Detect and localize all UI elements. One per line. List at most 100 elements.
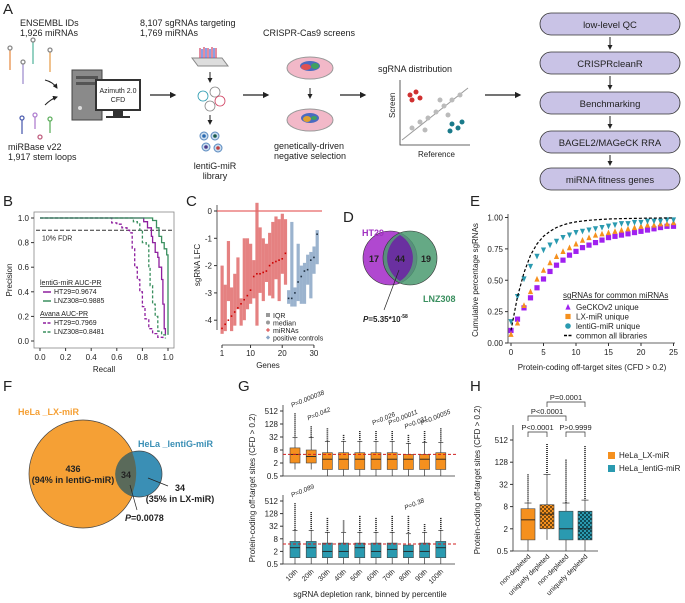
mirbase-count: 1,917 stem loops — [8, 152, 77, 162]
x-tick-label: 80th — [398, 568, 413, 583]
precision-recall-chart: 0.0 0.2 0.4 0.6 0.8 1.0 0.0 0.2 0.4 0.6 0.8 1.0 Reca… — [5, 211, 175, 374]
y-tick-label: 0.0 — [18, 337, 30, 346]
median-point — [252, 275, 255, 278]
y-tick-label: 0.2 — [18, 312, 30, 321]
y-tick-label: 0.25 — [487, 308, 503, 317]
y-axis-label: Cumulative percentage sgRNAs — [471, 223, 480, 337]
iqr-bar — [268, 232, 272, 296]
data-point-triangle-down — [592, 226, 599, 232]
pr-curve-2 — [40, 217, 164, 339]
box-0-4 — [354, 431, 366, 476]
data-point-square — [540, 276, 547, 282]
y-tick-label: 128 — [265, 510, 279, 519]
median-point — [243, 298, 245, 301]
venn-ht29-lnz308: HT29 LNZ308 17 44 19 P=5.35*10-58 — [362, 228, 456, 324]
box-iqr — [289, 447, 301, 464]
p-value-symbol: P — [363, 315, 369, 324]
data-point-triangle-down — [651, 218, 657, 225]
box-iqr — [370, 542, 382, 558]
data-point-triangle-up — [508, 331, 514, 337]
x-tick-label: 70th — [382, 568, 397, 583]
panel-label-h: H — [470, 378, 481, 395]
iqr-bar — [236, 257, 240, 310]
legend-title: sgRNAs for common miRNAs — [563, 291, 668, 300]
sgrna-distribution-scatter-icon: Screen Reference — [388, 80, 470, 159]
data-point-triangle-down — [664, 217, 670, 224]
data-point-triangle-down — [586, 227, 592, 234]
median-point — [316, 233, 318, 236]
data-point-triangle-up — [560, 248, 566, 254]
set-label-lx-mir: HeLa _LX-miR — [18, 407, 80, 417]
box-0-8 — [419, 431, 430, 476]
x-tick-label: 10 — [246, 349, 255, 358]
y-tick-label: 2 — [504, 525, 509, 534]
pr-curve-3 — [40, 217, 167, 339]
iqr-bar — [249, 243, 253, 304]
panel-f: F HeLa _LX-miR HeLa _lentiG-miR 436(94% in… — [3, 378, 214, 529]
data-point-triangle-down — [566, 232, 573, 239]
data-point-triangle-down — [534, 253, 540, 260]
x-tick-label: 60th — [366, 568, 381, 583]
box-1-4 — [354, 515, 366, 564]
set-label-lnz308: LNZ308 — [423, 294, 456, 304]
iqr-bar — [293, 287, 297, 307]
panel-b: B 0.0 0.2 0.4 0.6 0.8 1.0 0.0 0.2 0.4 0.6 0.8 1.0 Re… — [3, 193, 175, 374]
data-point-square — [599, 237, 605, 243]
venn-hela-libraries: HeLa _LX-miR HeLa _lentiG-miR 436(94% in l… — [18, 407, 214, 529]
library-label: lentiG-miR — [194, 161, 237, 171]
data-point-triangle-up — [605, 229, 612, 236]
y-tick-label: 32 — [499, 480, 508, 489]
box-iqr — [435, 541, 447, 558]
set-label-ht29: HT29 — [362, 228, 384, 238]
legend-title: Avana AUC-PR — [40, 311, 88, 318]
data-point-square — [618, 232, 625, 238]
box-0-3 — [338, 434, 349, 476]
iqr-bar — [245, 238, 250, 310]
box-iqr — [558, 510, 574, 541]
iqr-bar — [287, 290, 291, 304]
significance-bracket — [546, 401, 586, 407]
x-tick-label: 0.4 — [86, 353, 98, 362]
x-axis-label: sgRNA depletion rank, binned by percenti… — [293, 590, 447, 599]
panel-a: A ENSEMBL IDs 1,926 miRNAs miRBase v22 1… — [3, 1, 681, 191]
pr-curve-1 — [40, 217, 169, 335]
data-point-triangle-up — [540, 267, 547, 273]
legend-entry: positive controls — [273, 336, 324, 343]
median-point — [246, 294, 249, 297]
median-point — [230, 315, 233, 317]
p-value-label: P=0.089 — [290, 483, 316, 499]
venn-overlap-left — [387, 235, 400, 281]
data-point-square — [560, 257, 566, 263]
library-label-2: library — [203, 171, 228, 181]
x-tick-label: 40th — [333, 568, 348, 583]
plasmid-icon — [197, 86, 226, 112]
common-all-libraries-curve — [510, 217, 674, 331]
legend-entry: common all libraries — [576, 332, 647, 341]
box-iqr — [520, 508, 536, 541]
data-point-triangle-down — [579, 228, 586, 235]
box-1-0 — [289, 503, 301, 564]
count-lentig-only: 34 — [175, 483, 185, 493]
box-iqr — [386, 542, 398, 558]
x-tick-label: 20 — [278, 349, 287, 358]
y-axis-label: Protein-coding off-target sites (CFD > 0… — [248, 413, 257, 562]
data-point-triangle-up — [521, 302, 527, 308]
pointer-line — [383, 269, 400, 311]
pipeline-step-label: CRISPRcleanR — [577, 59, 643, 70]
y-tick-label: 32 — [269, 433, 278, 442]
data-point-triangle-down — [560, 234, 566, 241]
x-tick-label: 30 — [309, 349, 318, 358]
pipeline-step-box — [539, 91, 681, 115]
hairpin-rna-icons — [7, 37, 53, 140]
median-point — [281, 257, 284, 260]
count-lnz308-only: 19 — [421, 254, 431, 264]
median-point — [268, 264, 271, 267]
x-tick-label: 30th — [317, 568, 332, 583]
pipeline-step-box — [539, 51, 681, 75]
legend-diamond-icon — [265, 335, 271, 340]
count-lx-only: 436 — [65, 464, 80, 474]
y-tick-label: 128 — [265, 420, 279, 429]
data-point-triangle-down — [599, 224, 605, 231]
median-point — [249, 289, 252, 291]
